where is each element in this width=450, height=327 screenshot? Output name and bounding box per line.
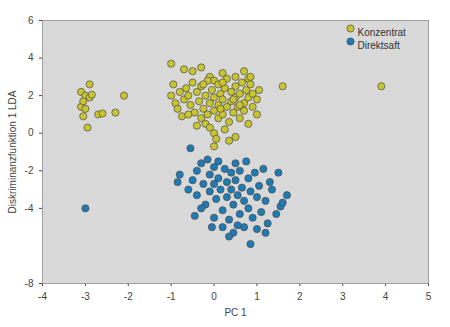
svg-text:-4: -4	[38, 291, 47, 302]
svg-text:Diskriminanzfunktion 1 LDA: Diskriminanzfunktion 1 LDA	[7, 90, 18, 213]
svg-text:2: 2	[28, 90, 34, 101]
svg-text:0: 0	[28, 127, 34, 138]
svg-text:-4: -4	[25, 203, 34, 214]
svg-text:4: 4	[28, 52, 34, 63]
svg-text:-2: -2	[124, 291, 133, 302]
svg-text:-2: -2	[25, 165, 34, 176]
svg-text:Konzentrat: Konzentrat	[358, 27, 407, 38]
svg-text:5: 5	[426, 291, 432, 302]
svg-text:-8: -8	[25, 278, 34, 289]
svg-text:0: 0	[211, 291, 217, 302]
svg-text:-1: -1	[167, 291, 176, 302]
svg-text:PC 1: PC 1	[224, 307, 247, 318]
svg-text:Direktsaft: Direktsaft	[358, 40, 400, 51]
svg-text:3: 3	[340, 291, 346, 302]
svg-text:2: 2	[297, 291, 303, 302]
svg-text:6: 6	[28, 15, 34, 26]
svg-text:1: 1	[254, 291, 260, 302]
svg-text:4: 4	[383, 291, 389, 302]
svg-text:-3: -3	[81, 291, 90, 302]
